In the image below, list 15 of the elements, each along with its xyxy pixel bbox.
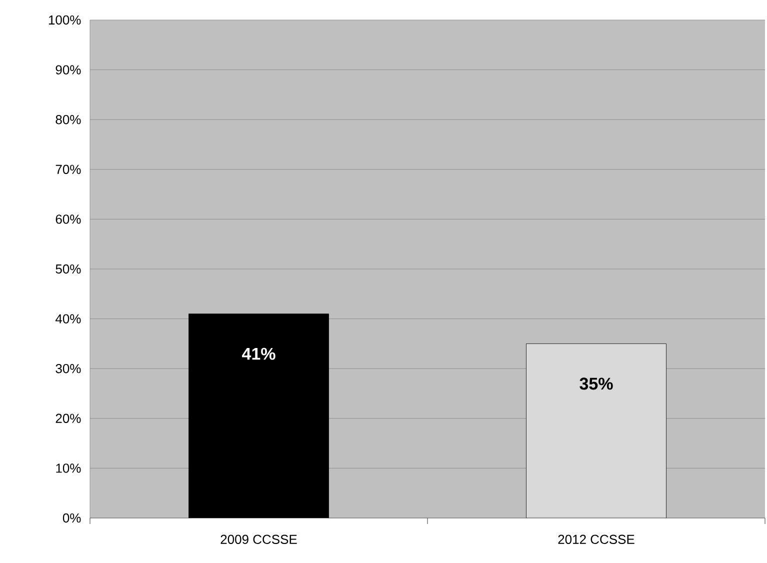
x-tick-label: 2009 CCSSE xyxy=(220,534,297,544)
y-tick-label: 90% xyxy=(56,65,81,74)
y-tick-label: 50% xyxy=(56,264,81,274)
y-tick-label: 80% xyxy=(56,114,81,124)
y-tick-label: 40% xyxy=(55,314,81,324)
y-tick-label: 60% xyxy=(56,214,81,224)
data-label: 41% xyxy=(242,348,276,360)
y-tick-label: 10% xyxy=(56,464,81,473)
x-tick-label: 2012 CCSSE xyxy=(558,534,634,544)
y-tick-label: 0% xyxy=(62,513,81,523)
y-tick-label: 100% xyxy=(48,15,81,25)
y-tick-label: 20% xyxy=(56,414,81,423)
y-tick-label: 30% xyxy=(56,364,81,374)
y-tick-label: 70% xyxy=(56,164,81,174)
data-label: 35% xyxy=(580,378,613,390)
